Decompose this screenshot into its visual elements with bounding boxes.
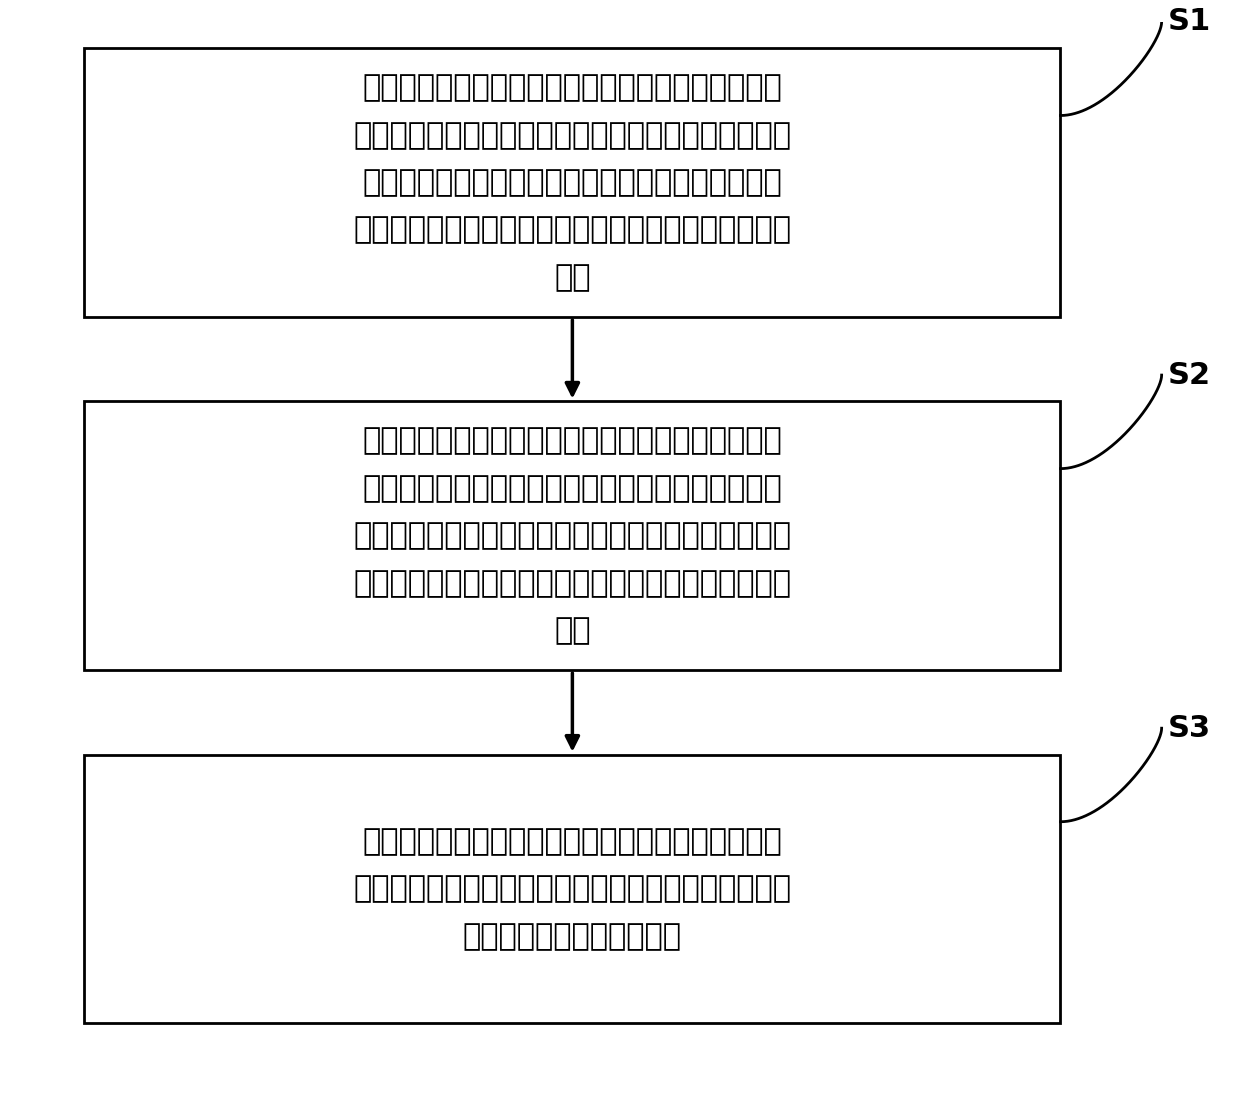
Text: 远程服务器将所生成的每个紫外线消毒装置的单个审: 远程服务器将所生成的每个紫外线消毒装置的单个审 xyxy=(362,827,782,856)
Text: 消毒: 消毒 xyxy=(554,616,590,646)
Bar xyxy=(84,48,1060,317)
Text: S1: S1 xyxy=(1168,8,1210,36)
Text: 置，当紫外线消毒装置到达预设的消毒开始时间，该紫: 置，当紫外线消毒装置到达预设的消毒开始时间，该紫 xyxy=(353,121,791,149)
Text: 计报表推送给第三方软件，将多个紫外线消毒装置的综: 计报表推送给第三方软件，将多个紫外线消毒装置的综 xyxy=(353,874,791,904)
Bar xyxy=(84,402,1060,670)
Bar xyxy=(84,754,1060,1023)
Text: 远程服务器发送预设的消毒时间至每个紫外线消毒装: 远程服务器发送预设的消毒时间至每个紫外线消毒装 xyxy=(362,74,782,102)
Text: 包括在线状态、开启状态、离线状态、异常中断和正常: 包括在线状态、开启状态、离线状态、异常中断和正常 xyxy=(353,569,791,597)
Text: S3: S3 xyxy=(1168,714,1210,742)
Text: 远程服务器获取多个紫外线消毒装置的消毒状态以统: 远程服务器获取多个紫外线消毒装置的消毒状态以统 xyxy=(362,426,782,456)
Text: 行消毒，当到达预设的消毒结束时间，紫外线消毒装置: 行消毒，当到达预设的消毒结束时间，紫外线消毒装置 xyxy=(353,215,791,245)
Text: 关闭: 关闭 xyxy=(554,264,590,292)
Text: 合审计报表推送给显示终端: 合审计报表推送给显示终端 xyxy=(463,922,682,951)
Text: 计进而生成每个紫外线消毒装置的单个审查报表和生: 计进而生成每个紫外线消毒装置的单个审查报表和生 xyxy=(362,474,782,503)
Text: 成多个紫外线消毒装置的综合审查统计报表，消毒状态: 成多个紫外线消毒装置的综合审查统计报表，消毒状态 xyxy=(353,522,791,550)
Text: 外线消毒装置启动以对该紫外线消毒装置所在空间进: 外线消毒装置启动以对该紫外线消毒装置所在空间进 xyxy=(362,168,782,198)
Text: S2: S2 xyxy=(1168,360,1210,390)
